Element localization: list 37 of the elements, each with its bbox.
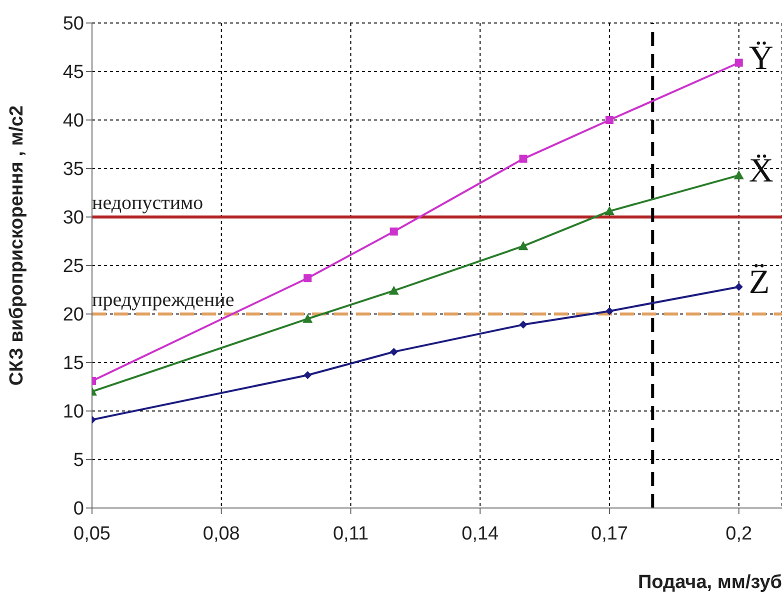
point xyxy=(606,116,614,124)
y-tick-label: 5 xyxy=(73,450,84,472)
y-axis-title: СКЗ виброприскорення , м/с2 xyxy=(6,105,28,386)
y-tick-label: 10 xyxy=(62,402,84,423)
x-tick-label: 0,05 xyxy=(74,523,110,544)
point xyxy=(604,206,614,216)
y-tick-label: 45 xyxy=(62,62,84,84)
x-tick-label: 0,14 xyxy=(462,523,500,544)
y-tick-label: 50 xyxy=(62,14,84,35)
y-tick-label: 25 xyxy=(62,256,84,278)
y-tick-label: 20 xyxy=(62,304,84,326)
x-tick-label: 0,08 xyxy=(202,523,240,544)
y-tick-label: 35 xyxy=(62,159,84,180)
point xyxy=(302,314,313,323)
point xyxy=(734,170,744,180)
x-axis-title: Подача, мм/зуб xyxy=(638,572,782,593)
series-label: Ẍ xyxy=(748,152,774,190)
series-label: Ÿ xyxy=(748,40,774,77)
x-tick-label: 0,17 xyxy=(591,523,628,544)
point xyxy=(518,241,528,250)
point xyxy=(390,348,398,356)
point xyxy=(606,307,614,316)
y-tick-label: 0 xyxy=(73,498,84,520)
point xyxy=(390,228,398,236)
series-label: Z̈ xyxy=(748,264,770,301)
point xyxy=(304,274,312,282)
x-tick-label: 0,2 xyxy=(726,523,752,544)
point xyxy=(519,320,528,329)
point xyxy=(304,371,312,380)
point xyxy=(734,58,743,67)
y-tick-label: 15 xyxy=(62,353,84,374)
y-tick-label: 30 xyxy=(62,208,84,229)
point xyxy=(388,286,399,295)
x-tick-label: 0,11 xyxy=(332,523,369,544)
y-tick-label: 40 xyxy=(62,110,84,132)
point xyxy=(519,154,528,163)
point xyxy=(734,282,743,291)
